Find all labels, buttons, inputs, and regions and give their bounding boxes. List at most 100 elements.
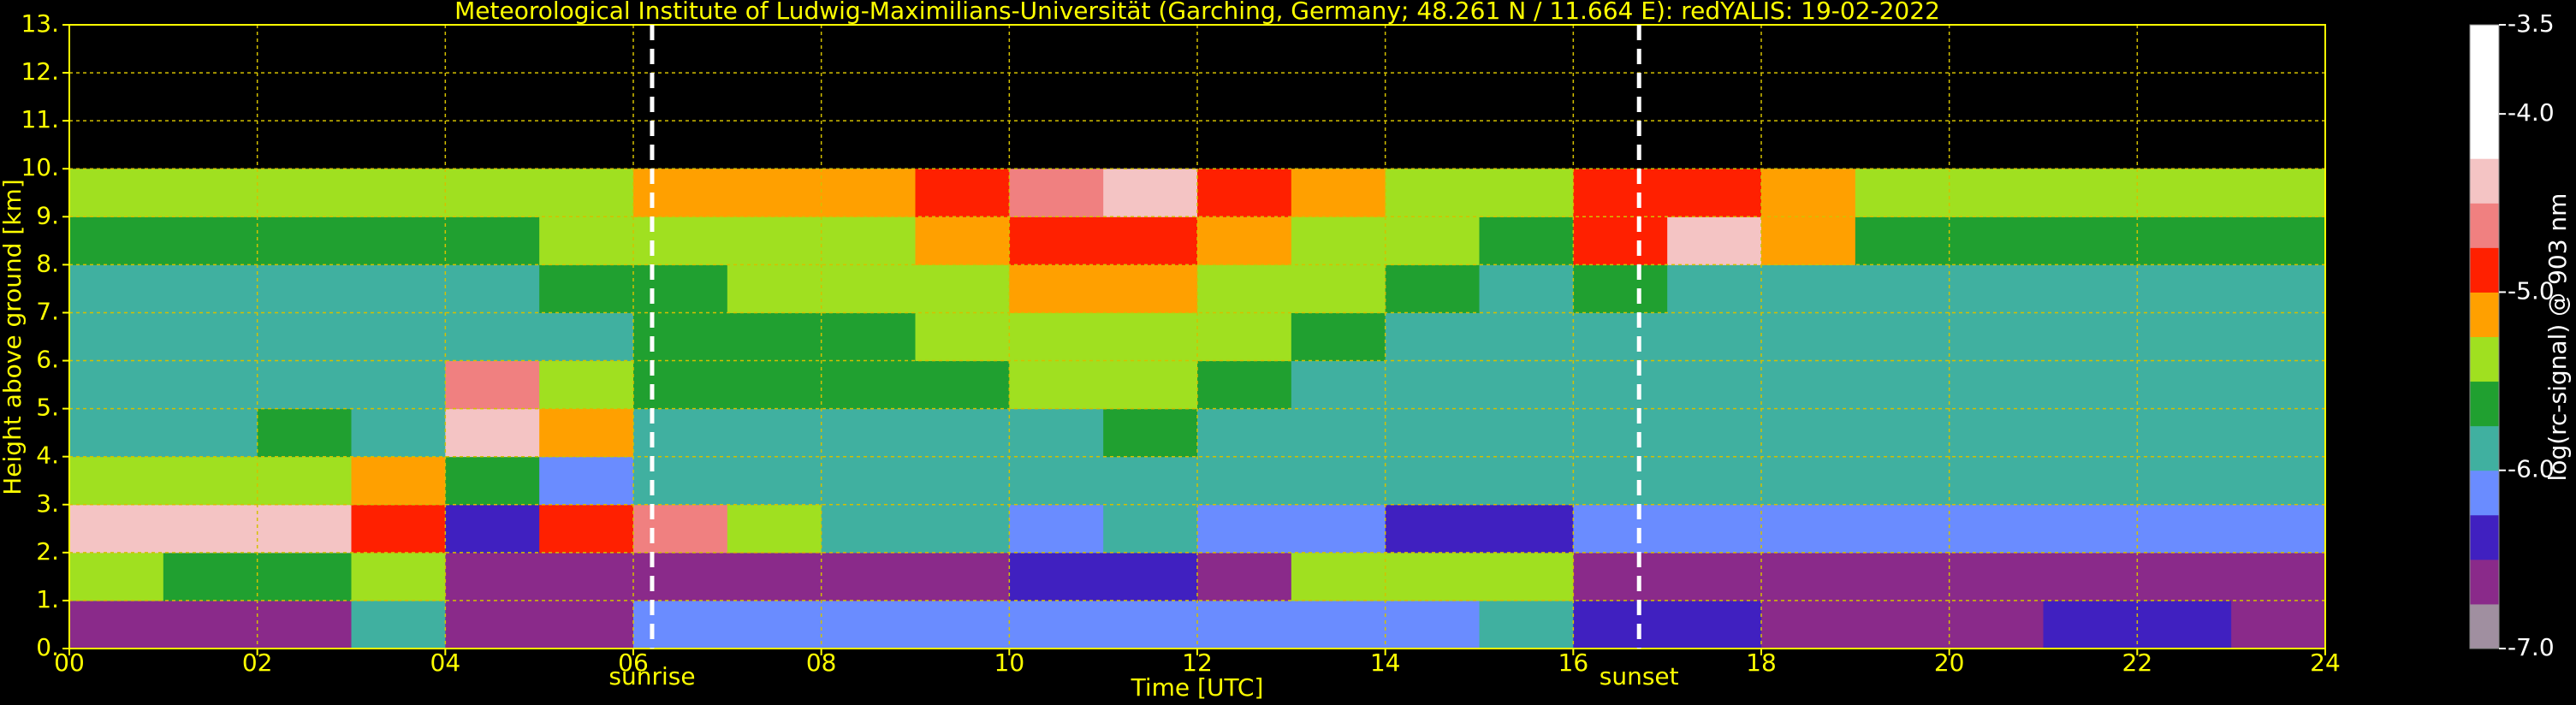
heatmap-cell [821,456,916,506]
heatmap-cell [1385,552,1480,601]
heatmap-cell [1385,600,1480,649]
heatmap-cell [2043,169,2138,217]
heatmap-cell [821,552,916,601]
heatmap-cell [727,600,822,649]
heatmap-cell [1573,456,1668,506]
heatmap-cell [1573,504,1668,554]
heatmap-cell [1103,360,1198,410]
heatmap-cell [1667,264,1762,313]
y-tick-label: 2. [36,537,59,566]
heatmap-cell [1291,552,1386,601]
colorbar-frame [2469,24,2500,649]
heatmap-cell [257,408,352,458]
heatmap-cell [1385,216,1480,265]
heatmap-cell [257,552,352,601]
heatmap-cell [1667,504,1762,554]
heatmap-cell [1479,408,1574,458]
heatmap-cell [1761,552,1856,601]
heatmap-cell [257,216,352,265]
heatmap-cell [1573,408,1668,458]
heatmap-cell [1103,456,1198,506]
heatmap-cell [1009,408,1104,458]
heatmap-cell [1197,408,1292,458]
heatmap-cell [1949,552,2044,601]
heatmap-cell [1103,169,1198,217]
heatmap-cell [163,600,258,649]
heatmap-cell [1479,456,1574,506]
heatmap-cell [445,264,540,313]
y-tick-label: 11. [21,105,59,133]
x-tick-label: 10 [994,649,1025,677]
heatmap-cell [1291,456,1386,506]
heatmap-cell [633,600,728,649]
heatmap-cell [1197,264,1292,313]
heatmap-cell [633,504,728,554]
colorbar-label: log(rc-signal) @ 903 nm [2543,193,2572,482]
heatmap-cell [1103,600,1198,649]
heatmap-cell [821,216,916,265]
colorbar-segment [2470,25,2499,70]
x-tick-label: 22 [2122,649,2153,677]
heatmap-cell [445,360,540,410]
x-tick-label: 12 [1182,649,1213,677]
heatmap-cell [1949,600,2044,649]
x-tick-label: 06 [618,649,649,677]
y-tick-label: 4. [36,441,59,470]
heatmap-cell [445,408,540,458]
heatmap-cell [163,264,258,313]
heatmap-cell [821,408,916,458]
plot-frame [68,24,2326,649]
heatmap-cell [1009,216,1104,265]
heatmap-cell [821,169,916,217]
heatmap-cell [633,169,728,217]
heatmap-cell [2043,264,2138,313]
heatmap-cell [1949,360,2044,410]
colorbar-tick-label: -3.5 [2508,9,2555,38]
heatmap-cell [1855,169,1950,217]
x-tick-label: 14 [1370,649,1401,677]
heatmap-cell [2231,360,2326,410]
overlay: 00 02 04 06 08 10 12 14 16 18 20 22 24 0. 1. 2. 3. 4. 5. 6.… [21,9,2554,690]
y-tick-label: 5. [36,394,59,422]
heatmap-cell [2231,600,2326,649]
heatmap-cell [2043,504,2138,554]
heatmap-cell [257,264,352,313]
heatmap-cell [69,504,164,554]
heatmap-cell [163,360,258,410]
heatmap-cell [351,408,446,458]
heatmap-cell [1949,456,2044,506]
heatmap-cell [727,312,822,362]
heatmap-cell [2231,552,2326,601]
heatmap-cell [1103,312,1198,362]
heatmap-cell [1385,360,1480,410]
heatmap-cell [69,456,164,506]
heatmap-cell [1103,408,1198,458]
heatmap-cell [821,600,916,649]
y-tick-label: 0. [36,633,59,661]
x-tick-label: 08 [806,649,837,677]
heatmap-cell [2043,456,2138,506]
heatmap-cell [1573,216,1668,265]
heatmap-cell [1667,456,1762,506]
colorbar-segment [2470,203,2499,248]
heatmap-cell [633,408,728,458]
x-axis-label: Time [UTC] [1131,673,1264,702]
colorbar-tick-label: -5.0 [2508,276,2555,305]
annotation-label: sunset [1600,662,1679,690]
heatmap-cell [1573,360,1668,410]
heatmap-cell [539,360,634,410]
heatmap-cell [1385,169,1480,217]
heatmap-cell [257,169,352,217]
heatmap-cell [539,216,634,265]
heatmap-cell [821,504,916,554]
heatmap-cell [1291,360,1386,410]
heatmap-cell [1479,360,1574,410]
heatmap-cell [1103,216,1198,265]
heatmap-cell [1761,504,1856,554]
heatmap-cell [445,312,540,362]
heatmap-cell [69,408,164,458]
heatmap-cell [1573,600,1668,649]
heatmap-cell [2137,312,2232,362]
heatmap-cell [2137,360,2232,410]
x-tick-label: 04 [430,649,461,677]
